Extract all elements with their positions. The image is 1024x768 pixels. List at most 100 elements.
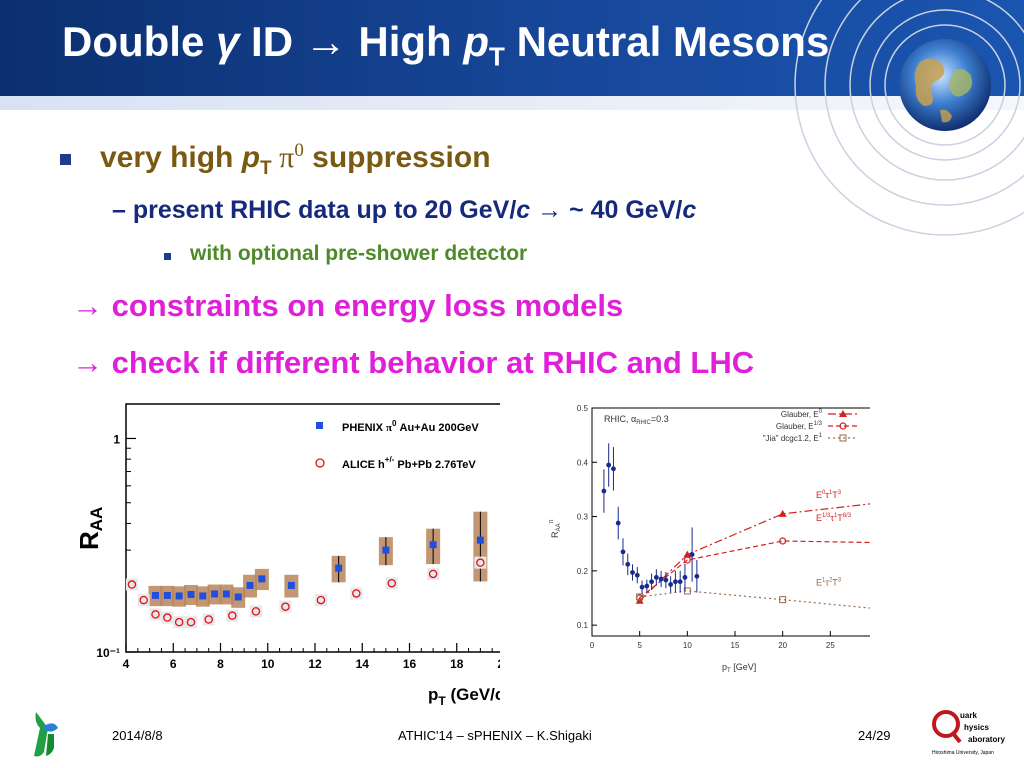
y-tick-label: 0.2: [577, 567, 589, 576]
y-tick-label: 1: [113, 432, 120, 446]
footer-page-number: 24/29: [858, 728, 891, 743]
x-tick-label: 16: [403, 657, 417, 671]
q-logo-icon: [932, 710, 960, 738]
x-tick-label: 12: [308, 657, 322, 671]
data-point: [677, 579, 683, 585]
legend-entry: Glauber, E0: [781, 409, 823, 419]
phenix-point: [234, 593, 242, 601]
model-point-circle: [683, 556, 691, 564]
alice-point: [352, 589, 361, 598]
data-point: [668, 582, 674, 587]
alice-point: [204, 615, 213, 624]
phenix-point: [175, 592, 183, 600]
organization-logo: [34, 712, 58, 757]
y-tick-label: 0.4: [577, 458, 589, 467]
phenix-point: [211, 590, 219, 598]
bullet-square-icon: [164, 253, 171, 260]
alice-point: [387, 578, 397, 588]
alice-point: [139, 595, 148, 605]
legend-marker-triangle: [839, 410, 847, 417]
logo-line-2: hysics: [964, 723, 989, 732]
data-point: [663, 577, 669, 583]
x-tick-label: 0: [590, 641, 595, 650]
alice-point: [163, 613, 172, 622]
annotation-alpha: RHIC, αRHIC=0.3: [604, 414, 669, 426]
model-point-square: [779, 596, 787, 604]
arrow-point-2: → check if different behavior at RHIC an…: [72, 345, 755, 380]
data-point: [606, 462, 612, 468]
alice-point: [127, 580, 137, 589]
data-point: [611, 466, 616, 472]
x-tick-label: 10: [261, 657, 275, 671]
x-tick-label: 4: [123, 657, 130, 671]
legend-entry: Glauber, E1/3: [776, 421, 823, 431]
alice-point: [316, 595, 326, 605]
data-point: [658, 576, 664, 582]
legend-marker-square: [839, 434, 847, 442]
legend-entry-phenix: PHENIX π0 Au+Au 200GeV: [342, 419, 479, 434]
raa-comparison-chart: 4 6 8 10 12 14 16 18 20 1 10⁻¹ PHENIX π0 Au+Au 200…: [80, 403, 500, 708]
data-point: [630, 570, 635, 575]
model-point-square: [683, 587, 691, 595]
y-tick-label: 0.5: [577, 404, 589, 413]
curve-label: E0τ1T3: [816, 490, 842, 500]
data-point: [649, 579, 654, 585]
phenix-point: [476, 536, 484, 544]
x-tick-label: 5: [637, 641, 642, 650]
alice-point: [476, 558, 485, 567]
footer-date: 2014/8/8: [112, 728, 163, 743]
y-tick-label: 0.1: [577, 621, 589, 630]
model-point-triangle: [683, 550, 692, 558]
phenix-point: [287, 581, 295, 589]
data-point: [639, 584, 645, 590]
phenix-point: [152, 591, 160, 599]
model-comparison-chart: 0510152025300.10.20.30.40.5E0τ1T3E1/3τ1T…: [549, 404, 870, 674]
globe-decoration: [794, 0, 1024, 236]
data-point: [644, 583, 650, 589]
phenix-point: [429, 541, 437, 549]
x-tick-label: 15: [731, 641, 740, 650]
x-tick-label: 14: [356, 657, 370, 671]
y-tick-label: 0.3: [577, 513, 589, 522]
quark-physics-lab-logo: uark hysics aboratory Hiroshima Universi…: [932, 710, 1005, 756]
alice-point: [251, 607, 261, 616]
x-tick-label: 18: [450, 657, 464, 671]
plot-frame: [591, 407, 870, 637]
curve-label: E1/3τ1T8/3: [816, 513, 852, 523]
alice-point: [174, 617, 184, 627]
logo-subtitle: Hiroshima University, Japan: [932, 750, 994, 756]
alice-point: [281, 602, 290, 611]
model-point-circle: [779, 537, 787, 545]
x-tick-label: 20: [778, 641, 787, 650]
alice-point: [186, 617, 196, 627]
legend-marker-circle: [839, 422, 847, 430]
y-axis-label: RAA: [80, 507, 106, 550]
title-bar-strip: [0, 96, 1024, 110]
x-axis-label: pT [GeV]: [722, 662, 756, 674]
data-point: [625, 561, 631, 567]
phenix-point: [258, 575, 266, 583]
data-point: [653, 574, 659, 580]
logo-line-3: aboratory: [968, 735, 1005, 744]
arrow-point-1: → constraints on energy loss models: [72, 288, 624, 323]
phenix-point: [222, 590, 230, 598]
data-point: [694, 573, 700, 579]
data-point: [689, 552, 695, 557]
legend-marker-square: [316, 422, 323, 429]
x-tick-label: 25: [826, 641, 835, 650]
data-point: [615, 520, 621, 526]
alice-point: [151, 610, 160, 619]
phenix-point: [335, 564, 343, 572]
model-curve: [639, 590, 870, 609]
page-title: Double γ ID → High pT Neutral Mesons: [62, 18, 830, 72]
logo-line-1: uark: [960, 711, 977, 720]
footer-center-text: ATHIC'14 – sPHENIX – K.Shigaki: [398, 728, 592, 743]
data-point: [601, 488, 607, 494]
x-tick-label: 20: [497, 657, 500, 671]
data-point: [682, 574, 688, 580]
bullet-square-icon: [60, 154, 71, 165]
phenix-point: [163, 591, 171, 599]
phenix-point: [199, 592, 207, 600]
legend-marker-circle: [315, 458, 325, 468]
x-tick-label: 6: [170, 657, 177, 671]
